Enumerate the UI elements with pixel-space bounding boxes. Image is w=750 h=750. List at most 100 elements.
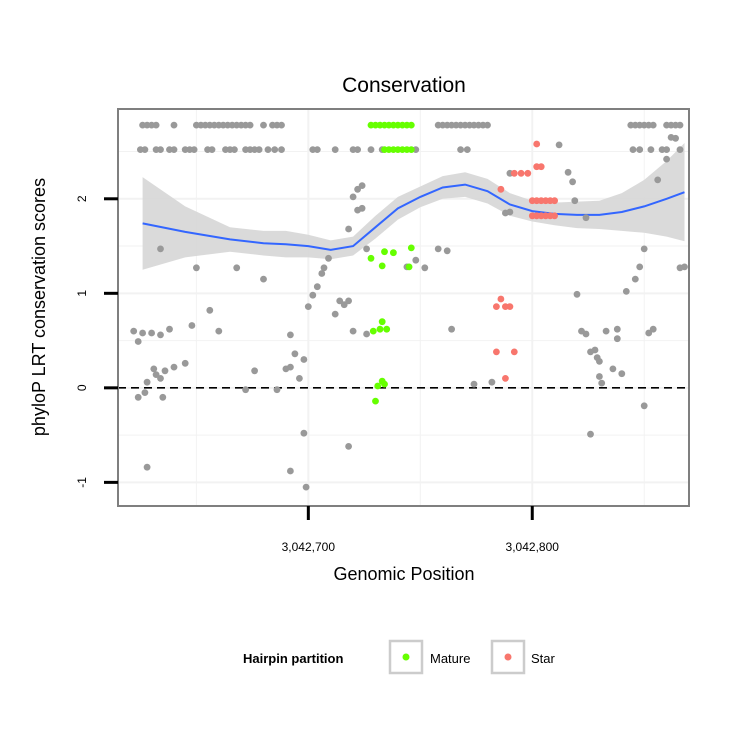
data-point-star <box>551 197 558 205</box>
data-point-star <box>551 212 558 220</box>
data-point-star <box>537 163 545 171</box>
data-point-other <box>647 146 655 154</box>
data-point-other <box>676 121 684 129</box>
data-point-other <box>609 365 617 373</box>
data-point-other <box>152 371 160 378</box>
data-point-mature <box>407 244 415 252</box>
data-point-other <box>134 393 142 401</box>
data-point-other <box>143 378 151 386</box>
confidence-ribbon <box>142 143 685 270</box>
legend-marker-mature <box>402 653 410 661</box>
y-tick-label: 0 <box>75 384 89 391</box>
y-axis-label: phyloP LRT conservation scores <box>29 178 49 436</box>
data-point-other <box>349 193 357 201</box>
data-point-other <box>188 322 196 329</box>
data-point-other <box>573 290 581 298</box>
data-point-other <box>649 121 657 129</box>
data-point-other <box>313 283 321 291</box>
legend-label-mature: Mature <box>430 651 470 666</box>
data-point-other <box>591 346 599 354</box>
data-point-other <box>587 430 594 438</box>
data-point-other <box>358 204 366 212</box>
legend-key-mature <box>388 639 424 675</box>
data-point-other <box>629 146 637 154</box>
data-point-other <box>434 245 442 253</box>
data-point-star <box>497 295 505 303</box>
data-point-other <box>157 146 164 154</box>
data-point-other <box>602 327 610 335</box>
data-point-other <box>681 263 688 271</box>
data-point-other <box>161 367 169 375</box>
data-point-other <box>246 121 254 129</box>
data-point-other <box>318 270 326 277</box>
legend-item-mature: Mature <box>388 639 470 675</box>
data-point-other <box>150 365 158 373</box>
data-point-mature <box>367 254 375 262</box>
data-point-other <box>159 393 167 401</box>
data-point-other <box>264 146 272 154</box>
data-point-other <box>287 363 294 371</box>
data-point-other <box>345 297 352 305</box>
data-point-other <box>130 327 138 335</box>
data-point-mature <box>376 325 384 333</box>
data-point-star <box>517 169 525 177</box>
data-point-other <box>143 463 151 471</box>
legend-label-star: Star <box>531 651 556 666</box>
data-point-mature <box>407 146 415 154</box>
data-point-other <box>345 443 352 450</box>
legend: Hairpin partition Mature Star <box>243 639 556 675</box>
data-point-other <box>331 146 339 154</box>
data-point-other <box>354 146 361 154</box>
data-point-other <box>190 146 198 154</box>
data-point-other <box>358 182 366 190</box>
data-point-other <box>300 356 308 363</box>
data-point-mature <box>405 263 413 271</box>
data-point-other <box>596 373 603 380</box>
data-point-other <box>141 389 149 396</box>
data-point-other <box>636 263 644 271</box>
y-tick-label: 2 <box>75 195 89 202</box>
data-point-star <box>533 140 541 148</box>
data-point-star <box>493 303 500 310</box>
data-point-other <box>618 370 626 378</box>
data-point-other <box>193 264 200 272</box>
plot-panel <box>117 108 690 507</box>
data-point-other <box>569 178 576 186</box>
panel-border <box>117 108 690 507</box>
data-point-other <box>336 297 344 305</box>
data-point-mature <box>369 327 377 335</box>
data-point-other <box>571 197 579 205</box>
smooth-trend-line <box>142 183 685 251</box>
data-point-other <box>320 264 328 272</box>
data-point-other <box>309 291 317 299</box>
x-tick-label: 3,042,800 <box>506 540 560 554</box>
data-point-other <box>181 359 189 367</box>
data-point-other <box>260 275 267 283</box>
data-point-other <box>242 386 250 394</box>
data-point-other <box>463 146 471 154</box>
data-point-other <box>287 331 294 339</box>
y-tick-label: -1 <box>75 477 89 488</box>
data-point-other <box>506 208 514 216</box>
data-point-other <box>564 168 572 176</box>
data-point-mature <box>390 249 397 257</box>
data-point-other <box>215 327 223 335</box>
data-point-other <box>271 146 279 154</box>
data-point-star <box>497 185 505 193</box>
data-point-other <box>448 325 455 333</box>
data-point-other <box>296 375 303 382</box>
data-point-other <box>484 121 491 129</box>
data-point-other <box>300 429 308 437</box>
data-point-other <box>345 225 352 233</box>
legend-item-star: Star <box>490 639 556 675</box>
series-other <box>130 121 688 491</box>
data-point-other <box>170 363 178 371</box>
data-point-other <box>278 146 285 154</box>
series-star <box>493 140 558 382</box>
data-point-other <box>654 176 662 184</box>
data-point-other <box>622 288 630 295</box>
ribbon-layer <box>142 143 685 270</box>
data-point-other <box>470 380 478 388</box>
legend-title: Hairpin partition <box>243 651 343 666</box>
